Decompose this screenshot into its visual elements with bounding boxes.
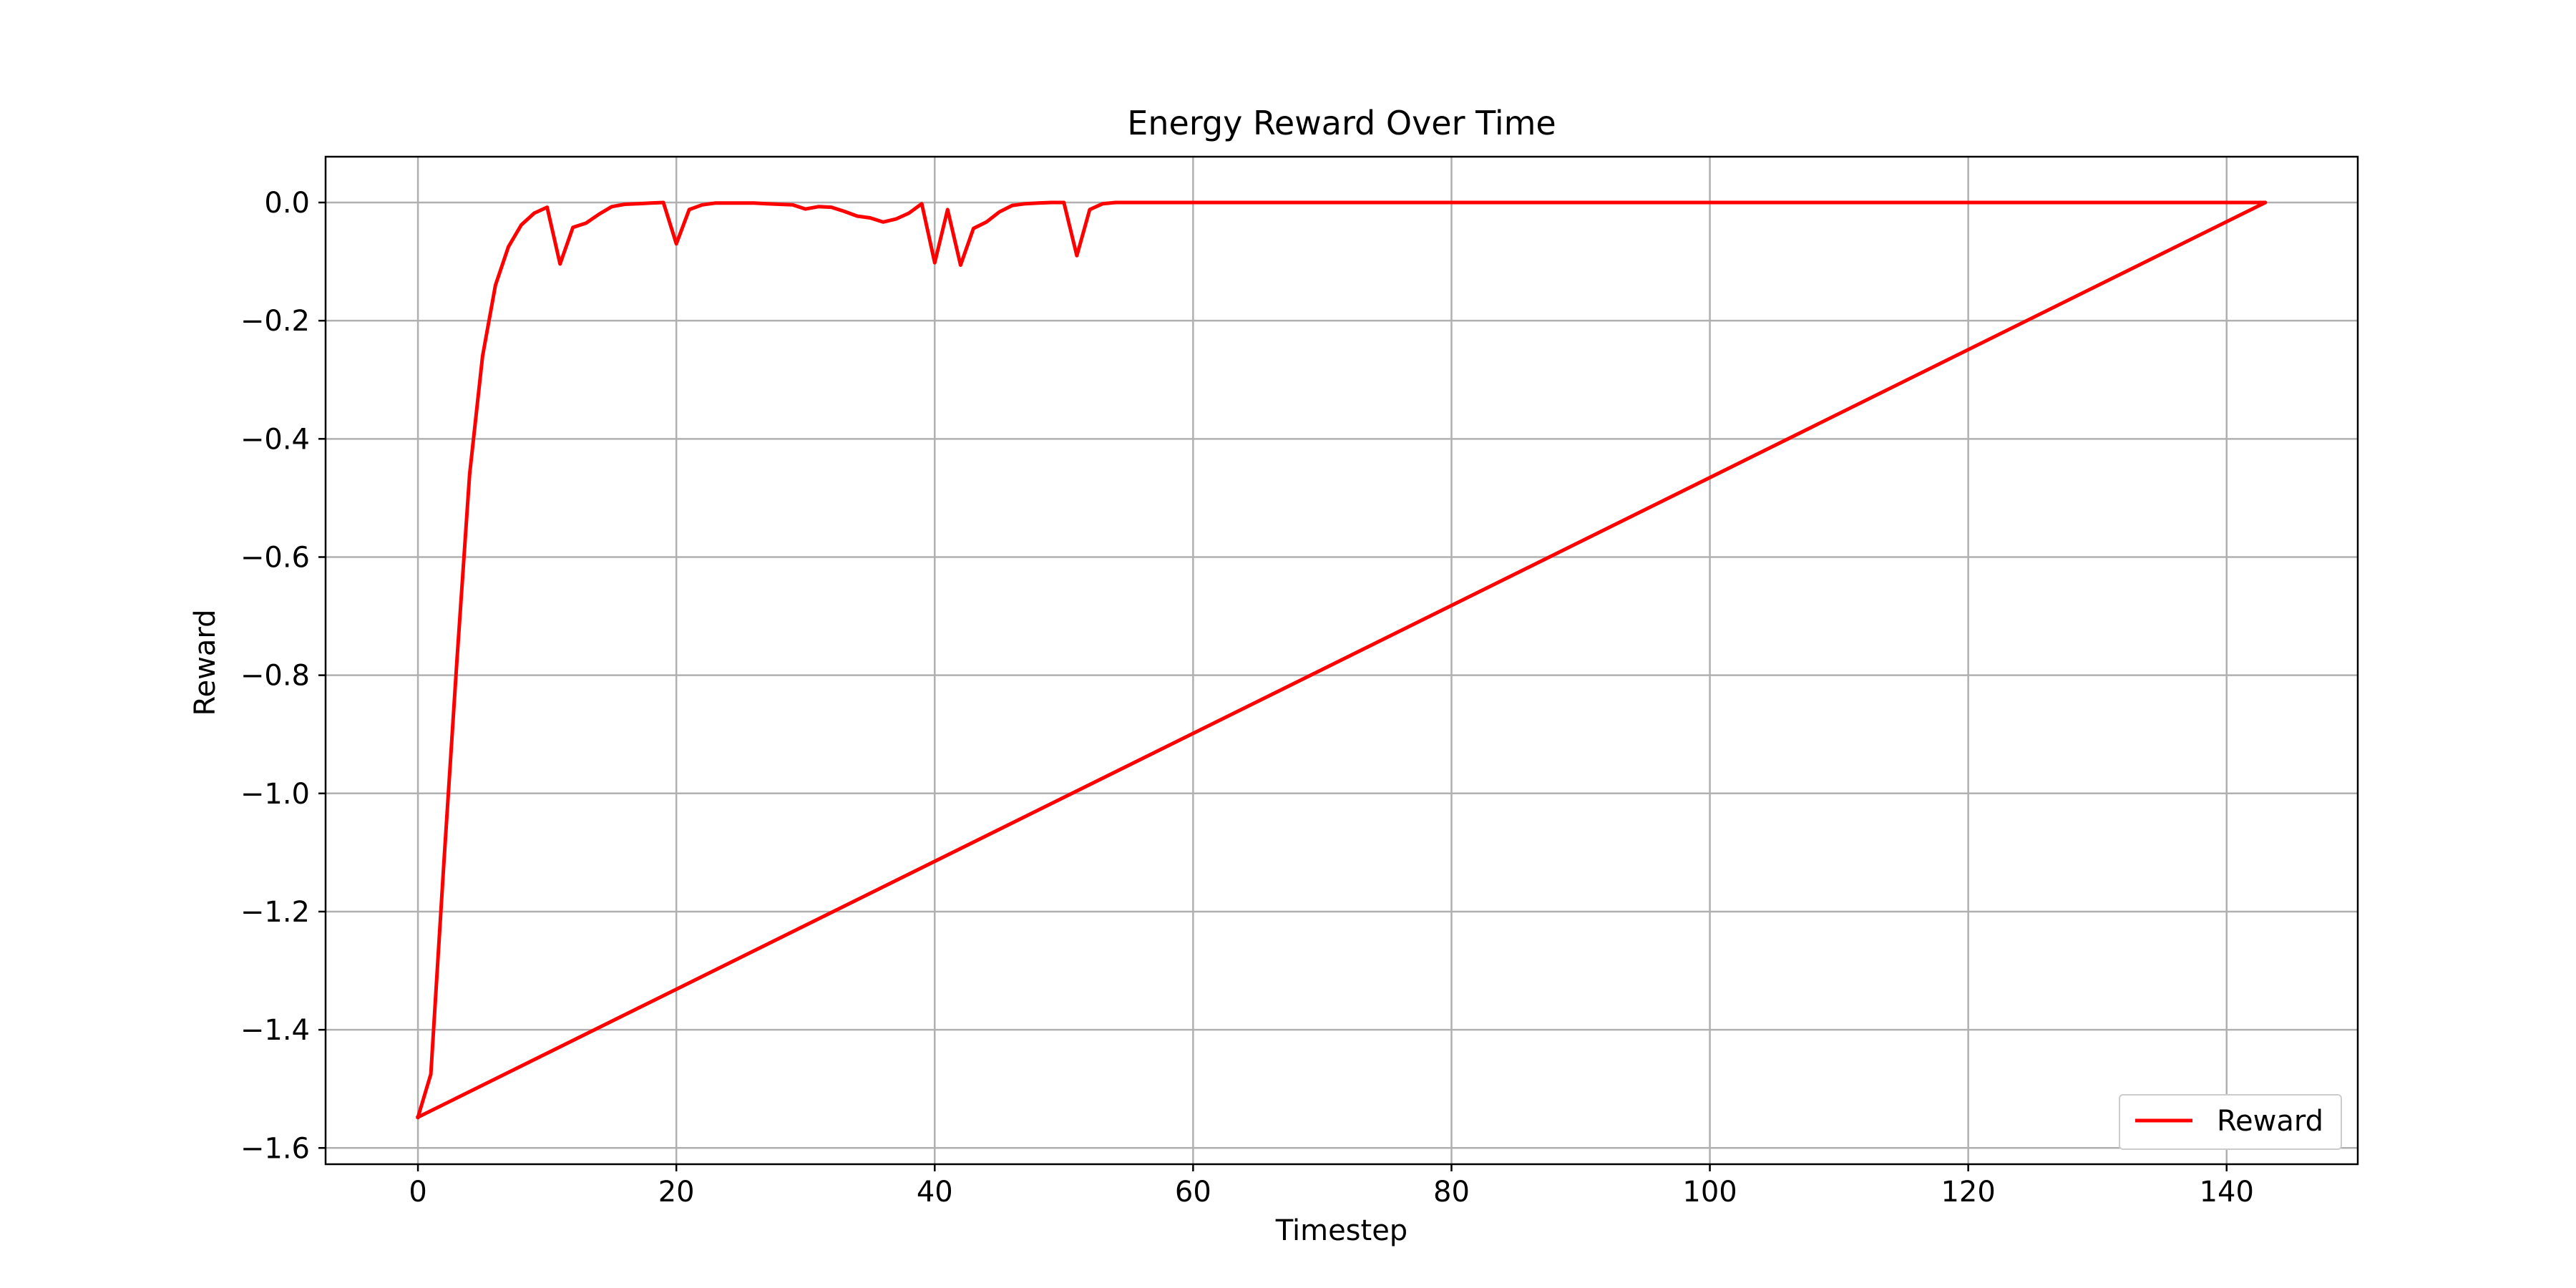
y-tick-label: −1.2 <box>240 896 310 929</box>
x-tick-label: 120 <box>1941 1176 1995 1209</box>
series-line-reward <box>415 200 2268 1120</box>
y-tick-label: −0.2 <box>240 305 310 338</box>
y-tick-label: −0.8 <box>240 660 310 693</box>
x-tick-label: 100 <box>1682 1176 1737 1209</box>
x-tick-label: 60 <box>1175 1176 1211 1209</box>
legend-box <box>2119 1094 2342 1150</box>
legend: Reward <box>2119 1094 2342 1150</box>
x-tick-label: 140 <box>2200 1176 2254 1209</box>
plot-frame <box>324 155 2359 1166</box>
x-tick-label: 0 <box>409 1176 426 1209</box>
x-tick-label: 20 <box>658 1176 695 1209</box>
x-axis-label: Timestep <box>1275 1214 1407 1247</box>
x-tick-label: 80 <box>1433 1176 1470 1209</box>
series-layer <box>415 200 2268 1120</box>
y-tick-label: −0.4 <box>240 423 310 456</box>
y-tick-label: −1.4 <box>240 1014 310 1047</box>
y-tick-label: 0.0 <box>264 187 310 220</box>
y-tick-label: −1.0 <box>240 778 310 811</box>
y-axis-label: Reward <box>189 610 222 716</box>
chart-title: Energy Reward Over Time <box>1127 104 1556 142</box>
x-axis: 0 20 40 60 80 100 120 140 <box>409 1164 2254 1209</box>
y-tick-label: −1.6 <box>240 1132 310 1165</box>
y-axis: 0.0 −0.2 −0.4 −0.6 −0.8 −1.0 −1.2 −1.4 −1.6 <box>240 187 326 1165</box>
legend-label-reward: Reward <box>2217 1105 2323 1138</box>
y-tick-label: −0.6 <box>240 541 310 574</box>
x-tick-label: 40 <box>917 1176 953 1209</box>
